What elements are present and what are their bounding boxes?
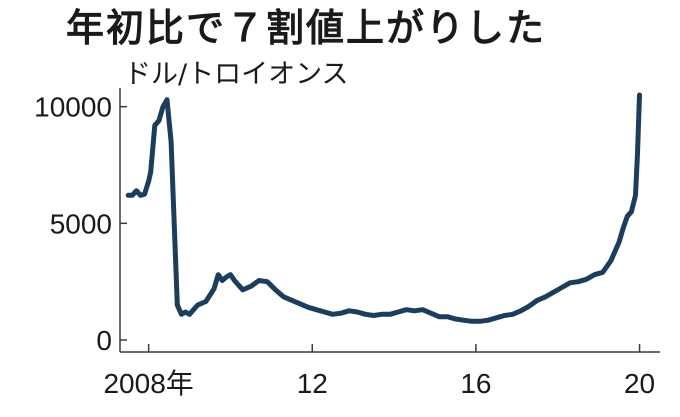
y-tick-label: 0 [96,325,112,356]
series-line [125,92,642,324]
axes [119,88,660,353]
y-tick-label: 5000 [50,208,112,239]
unit-label: ドル/トロイオンス [124,59,349,90]
x-tick-label: 12 [297,368,328,399]
x-tick-label: 16 [460,368,491,399]
x-tick-label: 20 [624,368,655,399]
y-tick-label: 10000 [34,92,112,123]
chart-title: 年初比で７割値上がりした [66,6,547,50]
x-tick-label: 2008年 [103,368,193,399]
tick-labels: 0 5000 10000 2008年 12 16 20 [34,92,655,399]
plot-area [125,92,642,324]
